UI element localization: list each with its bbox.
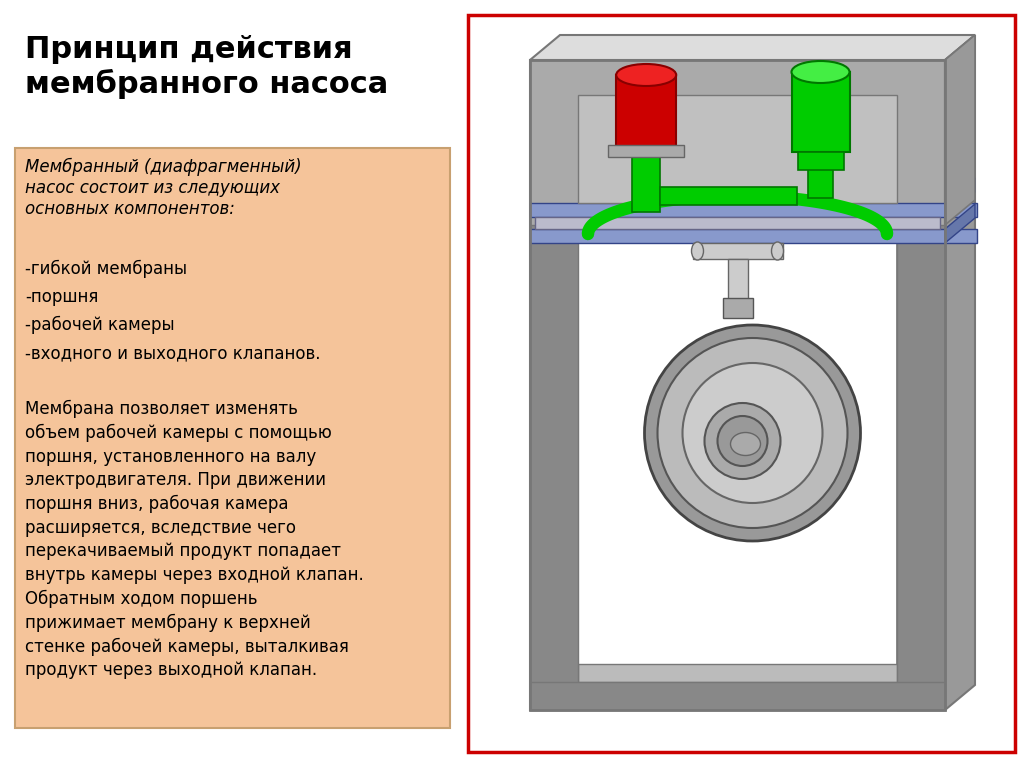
Polygon shape (945, 178, 975, 217)
Bar (530, 229, 977, 243)
Bar (808, 168, 833, 198)
Bar (692, 243, 782, 259)
Bar (578, 664, 897, 682)
Circle shape (718, 416, 768, 466)
Bar (530, 225, 578, 710)
Text: -входного и выходного клапанов.: -входного и выходного клапанов. (25, 344, 321, 362)
Bar (535, 217, 940, 229)
Bar (608, 145, 684, 157)
Bar (578, 95, 897, 203)
Bar (530, 60, 945, 710)
Ellipse shape (616, 64, 676, 86)
Text: Мембранный (диафрагменный)
насос состоит из следующих
основных компонентов:: Мембранный (диафрагменный) насос состоит… (25, 158, 302, 218)
Circle shape (657, 338, 848, 528)
Ellipse shape (730, 433, 761, 456)
Ellipse shape (792, 61, 850, 83)
Bar (15, 148, 450, 728)
Bar (632, 157, 660, 212)
Circle shape (644, 325, 860, 541)
Bar (578, 243, 897, 682)
Text: -гибкой мембраны: -гибкой мембраны (25, 260, 187, 278)
Text: Принцип действия
мембранного насоса: Принцип действия мембранного насоса (25, 35, 388, 99)
Polygon shape (530, 35, 975, 60)
Bar (897, 225, 945, 710)
Ellipse shape (691, 242, 703, 260)
Polygon shape (945, 204, 975, 243)
Bar (798, 152, 844, 170)
Bar (530, 60, 945, 710)
Text: -рабочей камеры: -рабочей камеры (25, 316, 175, 334)
Bar (660, 187, 797, 205)
Bar (530, 682, 945, 710)
Bar (727, 259, 748, 303)
Bar (468, 15, 1015, 752)
Bar (792, 72, 850, 152)
Bar (530, 203, 977, 217)
Text: Мембрана позволяет изменять
объем рабочей камеры с помощью
поршня, установленног: Мембрана позволяет изменять объем рабоче… (25, 400, 364, 680)
Polygon shape (945, 35, 975, 710)
Polygon shape (945, 35, 975, 225)
Bar (616, 75, 676, 150)
Text: -поршня: -поршня (25, 288, 98, 306)
Bar (723, 298, 753, 318)
Circle shape (683, 363, 822, 503)
Ellipse shape (771, 242, 783, 260)
Circle shape (705, 403, 780, 479)
